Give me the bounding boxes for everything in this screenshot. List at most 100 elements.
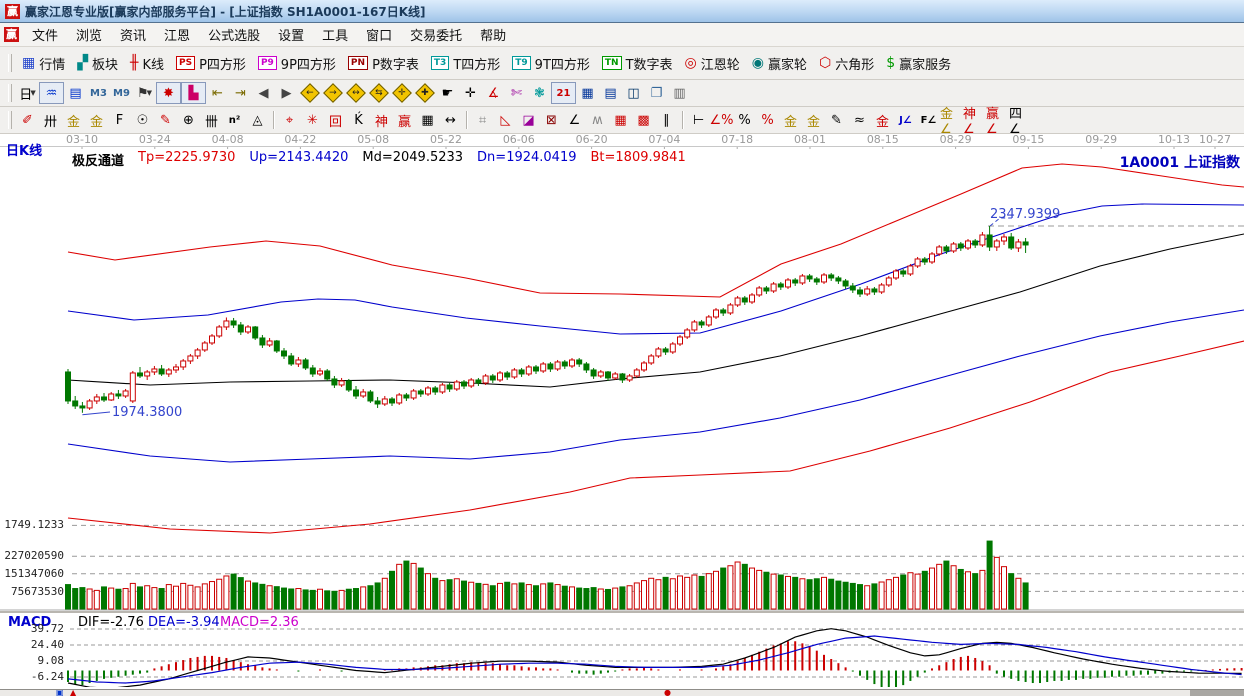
toolbar-button-p9-square[interactable]: P9 9P四方形 <box>252 51 342 76</box>
toolbar-button-sectors[interactable]: ▞ 板块 <box>71 51 124 76</box>
wave-tool-icon[interactable]: ≈ <box>848 110 871 130</box>
web-grid-icon[interactable]: ✳ <box>301 110 324 130</box>
magic-tool-icon[interactable]: ✄ <box>505 83 528 103</box>
menu-item-9[interactable]: 帮助 <box>480 29 507 44</box>
gann-fan-icon[interactable]: ◺ <box>494 110 517 130</box>
zoom-fit-icon[interactable]: ✛ <box>390 83 413 103</box>
gold-line-icon[interactable]: 金 <box>871 110 894 130</box>
first-bar-icon[interactable]: ⇤ <box>206 83 229 103</box>
k-prime-icon[interactable]: Ḱ <box>347 110 370 130</box>
circle-globe-icon[interactable]: ⊕ <box>177 110 200 130</box>
n-squared-icon[interactable]: n² <box>223 110 246 130</box>
menu-item-5[interactable]: 设置 <box>278 29 305 44</box>
calculator-icon[interactable]: ▦ <box>576 83 599 103</box>
zoom-all-icon[interactable]: ✚ <box>413 83 436 103</box>
remote-access-icon[interactable]: ▥ <box>668 83 691 103</box>
toolbar-button-kline[interactable]: ╫ K线 <box>124 51 170 76</box>
angle-measure-icon[interactable]: ∡ <box>482 83 505 103</box>
macd-panel[interactable]: MACD DIF=-2.76 DEA=-3.94 MACD=2.36 39.72… <box>0 611 1244 689</box>
info-panel-icon[interactable]: ▤ <box>64 83 87 103</box>
menu-item-4[interactable]: 公式选股 <box>208 29 261 44</box>
next-bar-icon[interactable]: ▶ <box>275 83 298 103</box>
box-select-icon[interactable]: ⌗ <box>471 110 494 130</box>
menu-item-3[interactable]: 江恩 <box>164 29 191 44</box>
f-ruler-icon[interactable]: F <box>108 110 131 130</box>
parallel-lines-icon[interactable]: ∥ <box>655 110 678 130</box>
toolbar-button-t9-square[interactable]: T9 9T四方形 <box>506 51 596 76</box>
pan-right-icon[interactable]: → <box>321 83 344 103</box>
last-bar-icon[interactable]: ⇥ <box>229 83 252 103</box>
menu-item-7[interactable]: 窗口 <box>366 29 393 44</box>
kline-chart[interactable]: 03-10 03-24 04-08 04-22 05-08 05-22 06-06 06-20… <box>0 134 1244 611</box>
alert-box-icon[interactable]: ✸ <box>156 82 181 104</box>
percent-icon[interactable]: % <box>733 110 756 130</box>
toolbar-button-service[interactable]: $ 赢家服务 <box>880 51 957 76</box>
toolbar-button-ps-square[interactable]: PS P四方形 <box>170 51 252 76</box>
compress-x-icon[interactable]: ↔ <box>344 83 367 103</box>
menu-item-2[interactable]: 资讯 <box>120 29 147 44</box>
flower-tool-icon[interactable]: ❃ <box>528 83 551 103</box>
toolbar-button-t3-square[interactable]: T3 T四方形 <box>425 51 506 76</box>
dot-grid-red2-icon[interactable]: ▩ <box>632 110 655 130</box>
square-spiral-icon[interactable]: 回 <box>324 110 347 130</box>
expand-x-icon[interactable]: ⇆ <box>367 83 390 103</box>
angle-gauge-icon[interactable]: ◬ <box>246 110 269 130</box>
mini-chart-9-icon[interactable]: M9 <box>110 83 133 103</box>
si-angle-icon[interactable]: 四∠ <box>1009 107 1032 137</box>
ying-angle-icon[interactable]: 赢∠ <box>986 107 1009 137</box>
gann-ticks-icon[interactable]: 卅 <box>39 110 62 130</box>
save-disk-icon[interactable]: ◫ <box>622 83 645 103</box>
gold-level-icon[interactable]: 金 <box>802 110 825 130</box>
marker-pen-icon[interactable]: ✎ <box>154 110 177 130</box>
flag-marker-icon[interactable]: ⚑ ▼ <box>133 83 156 103</box>
menu-item-6[interactable]: 工具 <box>322 29 349 44</box>
percent-line-icon[interactable]: % <box>756 110 779 130</box>
percent-angle-icon[interactable]: ∠% <box>710 110 734 130</box>
brush-pen-icon[interactable]: ✎ <box>825 110 848 130</box>
toolbar-button-winner-wheel[interactable]: ◉ 赢家轮 <box>746 51 813 76</box>
main-chart-panel[interactable]: 03-10 03-24 04-08 04-22 05-08 05-22 06-06 06-20… <box>0 134 1244 611</box>
grid-123-icon[interactable]: ▦ <box>416 110 439 130</box>
h-span-icon[interactable]: ↔ <box>439 110 462 130</box>
gold-grid-2-icon[interactable]: 金 <box>85 110 108 130</box>
menu-item-0[interactable]: 文件 <box>32 29 59 44</box>
fan-box-icon[interactable]: ◪ <box>517 110 540 130</box>
toolbar-button-tn-table[interactable]: TN T数字表 <box>596 51 679 76</box>
scale-ruler-icon[interactable]: ⊢ <box>687 110 710 130</box>
crosshair-icon[interactable]: ✛ <box>459 83 482 103</box>
j-angle-icon[interactable]: J∠ <box>894 110 917 130</box>
x-box-icon[interactable]: ⊠ <box>540 110 563 130</box>
target-cross-icon[interactable]: ⌖ <box>278 110 301 130</box>
gold-angle-icon[interactable]: 金∠ <box>940 107 963 137</box>
gold-grid-1-icon[interactable]: 金 <box>62 110 85 130</box>
ruler-ticks-icon[interactable]: 卌 <box>200 110 223 130</box>
notepad-icon[interactable]: ▤ <box>599 83 622 103</box>
overlay-chart-icon[interactable]: ♒ <box>39 82 64 104</box>
toolbar-button-pn-table[interactable]: PN P数字表 <box>342 51 425 76</box>
window-globe-icon[interactable]: ❐ <box>645 83 668 103</box>
macd-chart[interactable] <box>0 613 1244 687</box>
menu-item-8[interactable]: 交易委托 <box>410 29 463 44</box>
gold-circle-icon[interactable]: 金 <box>779 110 802 130</box>
calendar-21-icon[interactable]: 21 <box>551 82 576 104</box>
trend-angle-icon[interactable]: ∠ <box>563 110 586 130</box>
shen-angle-icon[interactable]: 神∠ <box>963 107 986 137</box>
drag-hand-icon[interactable]: ☛ <box>436 83 459 103</box>
pan-left-icon[interactable]: ← <box>298 83 321 103</box>
toolbar-button-hexagon[interactable]: ⬡ 六角形 <box>813 51 880 76</box>
period-select-icon[interactable]: 日 ▼ <box>16 83 39 103</box>
zigzag-icon[interactable]: ʍ <box>586 110 609 130</box>
shen-grid-icon[interactable]: 神 <box>370 110 393 130</box>
prev-bar-icon[interactable]: ◀ <box>252 83 275 103</box>
toolbar-button-quote-table[interactable]: ▦ 行情 <box>16 51 71 76</box>
spiral-tool-icon[interactable]: ☉ <box>131 110 154 130</box>
ying-grid-icon[interactable]: 赢 <box>393 110 416 130</box>
mini-chart-3-icon[interactable]: M3 <box>87 83 110 103</box>
f-angle-icon[interactable]: F∠ <box>917 110 940 130</box>
color-histogram-icon[interactable]: ▙ <box>181 82 206 104</box>
dot-grid-red-icon[interactable]: ▦ <box>609 110 632 130</box>
menu-item-1[interactable]: 浏览 <box>76 29 103 44</box>
draw-pen-icon[interactable]: ✐ <box>16 110 39 130</box>
status-resize-grip[interactable] <box>1190 690 1244 696</box>
toolbar-button-gann-wheel[interactable]: ◎ 江恩轮 <box>679 51 746 76</box>
